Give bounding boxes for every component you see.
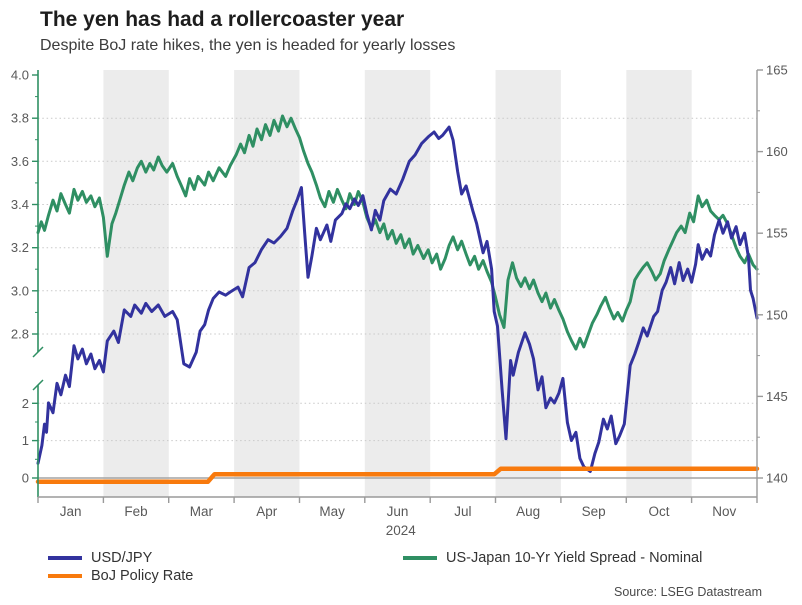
right-axis-tick-label: 145 — [766, 389, 788, 404]
yield-spread-legend-swatch — [403, 556, 437, 560]
x-tick-label-sep: Sep — [582, 504, 606, 519]
boj-policy-rate-line — [35, 466, 760, 484]
x-tick-label-apr: Apr — [256, 504, 278, 519]
yield-spread-line — [36, 114, 759, 351]
right-axis-tick-label: 160 — [766, 144, 788, 159]
x-tick-label-feb: Feb — [124, 504, 147, 519]
right-axis-tick-label: 165 — [766, 63, 788, 78]
left-axis-tick-label: 3.2 — [11, 240, 29, 255]
left-axis-tick-label: 3.0 — [11, 283, 29, 298]
axis-labels: 4.0 3.8 3.6 3.4 3.2 3.0 2.8 2 1 0 165 160 155 150 145 1… — [11, 63, 788, 539]
left-axis-tick-label: 2.8 — [11, 327, 29, 342]
gridlines — [38, 117, 757, 479]
left-axis-tick-label: 0 — [22, 471, 29, 486]
chart-subtitle: Despite BoJ rate hikes, the yen is heade… — [40, 37, 456, 54]
left-axis-tick-label: 3.6 — [11, 154, 29, 169]
shaded-band-oct — [626, 70, 692, 497]
boj-rate-legend-swatch — [48, 574, 82, 578]
shaded-band-feb — [103, 70, 169, 497]
left-axis-tick-label: 1 — [22, 433, 29, 448]
plot-area: 4.0 3.8 3.6 3.4 3.2 3.0 2.8 2 1 0 165 160 155 150 145 1… — [11, 63, 788, 539]
left-axis-tick-label: 3.4 — [11, 197, 29, 212]
x-tick-label-jul: Jul — [454, 504, 471, 519]
legend-item-usdjpy: USD/JPY — [48, 550, 152, 566]
x-tick-label-oct: Oct — [648, 504, 669, 519]
x-tick-label-jan: Jan — [60, 504, 82, 519]
left-axis-tick-label: 3.8 — [11, 111, 29, 126]
x-tick-label-may: May — [319, 504, 345, 519]
axis-break-lower — [32, 379, 44, 391]
x-tick-label-aug: Aug — [516, 504, 540, 519]
legend-item-yield-spread: US-Japan 10-Yr Yield Spread - Nominal — [403, 550, 702, 566]
shaded-band-jun — [364, 70, 431, 497]
page-title: The yen has had a rollercoaster year — [40, 8, 405, 31]
right-axis-tick-label: 155 — [766, 226, 788, 241]
axes — [32, 69, 763, 503]
shaded-band-apr — [234, 70, 300, 497]
month-shading — [103, 70, 692, 497]
usdjpy-legend-label: USD/JPY — [91, 550, 153, 566]
yield-spread-legend-label: US-Japan 10-Yr Yield Spread - Nominal — [446, 550, 703, 566]
left-axis-tick-label: 4.0 — [11, 68, 29, 83]
x-tick-label-mar: Mar — [190, 504, 214, 519]
axis-break-upper — [32, 346, 44, 358]
source-credit: Source: LSEG Datastream — [614, 585, 762, 599]
x-axis-year-label: 2024 — [386, 523, 417, 538]
legend-item-boj-rate: BoJ Policy Rate — [48, 568, 193, 584]
left-axis-tick-label: 2 — [22, 396, 29, 411]
x-tick-label-jun: Jun — [387, 504, 409, 519]
series-lines — [35, 114, 760, 484]
right-axis-tick-label: 140 — [766, 471, 788, 486]
x-tick-label-nov: Nov — [712, 504, 736, 519]
right-axis-tick-label: 150 — [766, 307, 788, 322]
boj-rate-legend-label: BoJ Policy Rate — [91, 568, 194, 584]
usdjpy-line — [36, 125, 759, 473]
usdjpy-legend-swatch — [48, 556, 82, 560]
